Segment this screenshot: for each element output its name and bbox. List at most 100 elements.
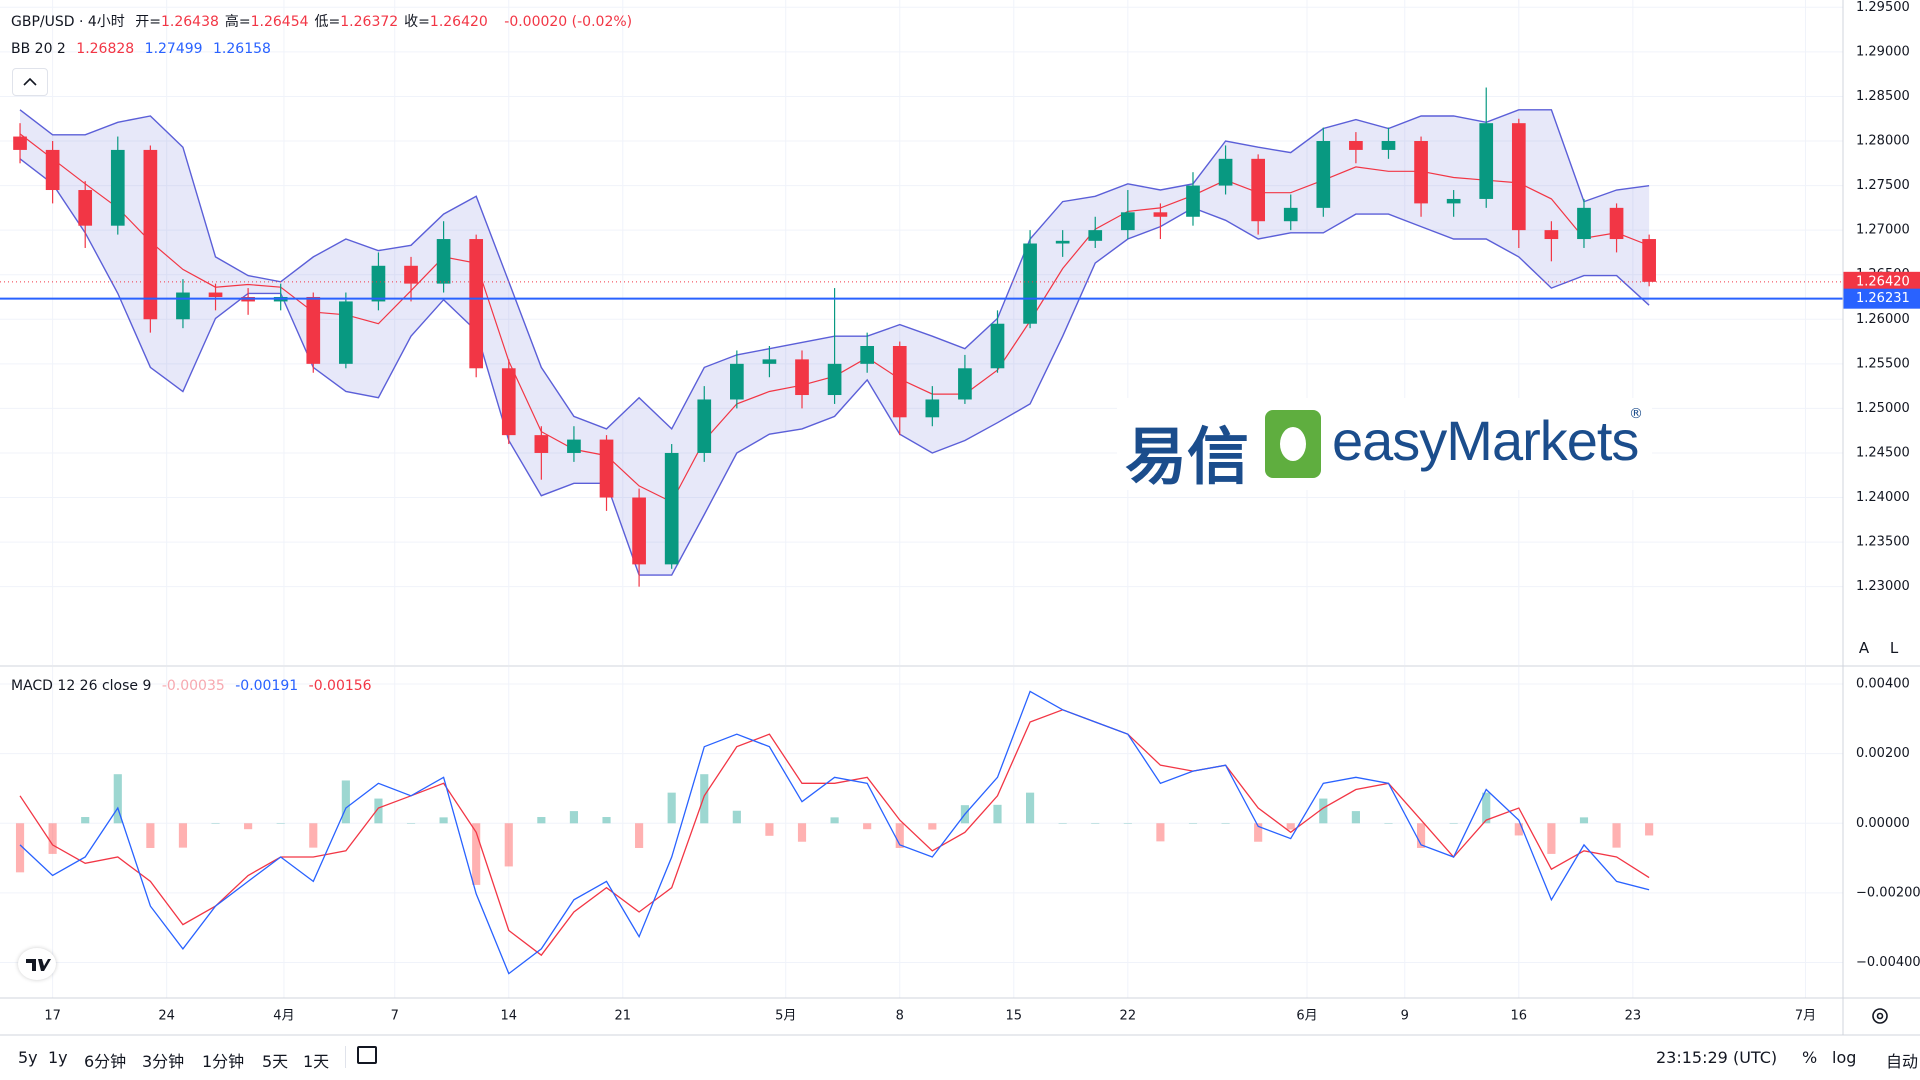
histogram-bar (667, 792, 676, 824)
candle-body (110, 149, 125, 226)
histogram-bar (863, 823, 872, 830)
histogram-bar (374, 798, 383, 824)
histogram-bar (797, 823, 807, 842)
y-tick-label: 1.25500 (1856, 356, 1910, 371)
range-button[interactable]: 6分钟 (84, 1052, 127, 1071)
ohlc-value: 1.26454 (250, 14, 309, 30)
histogram-bar (569, 811, 579, 824)
log-scale-button[interactable]: L (1889, 639, 1899, 657)
macd-legend: MACD 12 26 close 9 -0.00035 -0.00191 -0.… (11, 678, 378, 694)
histogram-bar (1188, 823, 1198, 824)
watermark-en: easyMarkets (1332, 409, 1639, 472)
candle-body (567, 439, 581, 453)
candle-body (1544, 230, 1559, 240)
histogram-bar (178, 823, 188, 848)
histogram-bar (1514, 823, 1523, 836)
range-button[interactable]: 1分钟 (202, 1052, 245, 1071)
hline-box (1843, 288, 1920, 309)
option-button[interactable]: % (1802, 1048, 1818, 1067)
collapse-button[interactable] (12, 68, 48, 96)
y-tick-label: 1.23500 (1856, 535, 1910, 550)
candle-body (1316, 141, 1331, 208)
histogram-bar (48, 823, 57, 854)
histogram-bar (537, 817, 546, 824)
macd-line (19, 690, 1650, 975)
y-tick-label: 1.24000 (1856, 490, 1910, 505)
y-tick-label: 1.23000 (1856, 579, 1910, 594)
candle-body (1023, 243, 1037, 324)
tv-logo[interactable] (18, 948, 56, 980)
marks (0, 87, 1843, 975)
x-tick-label: 7 (391, 1009, 399, 1024)
range-button[interactable]: 1天 (303, 1052, 330, 1071)
range-button[interactable]: 5天 (262, 1052, 289, 1071)
watermark-reg: ® (1629, 406, 1643, 422)
x-tick-label: 23 (1625, 1009, 1642, 1024)
auto-scale-button[interactable]: A (1858, 639, 1870, 657)
candle-body (827, 363, 842, 396)
histogram-bar (1351, 811, 1360, 824)
candle-body (306, 296, 321, 364)
candle-body (795, 359, 809, 396)
candle-body (1218, 158, 1233, 186)
y-tick-label: −0.00400 (1856, 955, 1920, 970)
candle-body (1088, 230, 1103, 241)
y-tick-label: 0.00000 (1856, 816, 1910, 831)
y-tick-label: 0.00200 (1856, 746, 1910, 761)
candle-body (729, 363, 744, 400)
histogram-bar (1058, 823, 1067, 824)
candle-body (1055, 240, 1070, 244)
candle-body (469, 239, 484, 369)
clock: 23:15:29 (UTC) (1656, 1048, 1778, 1067)
y-tick-label: 0.00400 (1856, 677, 1910, 692)
candle-body (45, 149, 60, 191)
candle-body (599, 439, 614, 498)
candle-body (1577, 207, 1591, 240)
histogram-bar (211, 823, 220, 824)
x-tick-label: 17 (44, 1009, 61, 1024)
range-button[interactable]: 5y (18, 1048, 38, 1067)
band-line (19, 158, 1650, 576)
date-range-icon[interactable] (357, 1046, 377, 1064)
hline-label: 1.26231 (1856, 291, 1910, 306)
histogram-bar (1449, 823, 1458, 824)
candle-body (208, 292, 223, 297)
x-tick-label: 14 (500, 1009, 517, 1024)
candle-body (143, 149, 158, 320)
candle-body (1414, 141, 1428, 204)
candle-body (13, 136, 27, 150)
x-tick-label: 16 (1511, 1009, 1528, 1024)
candle-body (664, 452, 679, 565)
x-tick-label: 24 (158, 1009, 175, 1024)
histogram-bar (1026, 792, 1035, 824)
option-button[interactable]: log (1832, 1048, 1857, 1067)
histogram-bar (1482, 792, 1491, 824)
macd-value: -0.00191 (235, 678, 299, 694)
candle-body (925, 399, 940, 418)
x-tick-label: 15 (1006, 1009, 1023, 1024)
bb-value: 1.27499 (144, 41, 203, 57)
x-tick-label: 21 (615, 1009, 632, 1024)
settings-icon[interactable] (1868, 1004, 1892, 1032)
histogram-bar (1091, 823, 1100, 824)
range-button[interactable]: 1y (48, 1048, 68, 1067)
histogram-bar (1384, 823, 1393, 824)
tv-icon (26, 959, 51, 971)
range-button[interactable]: 3分钟 (142, 1052, 185, 1071)
x-tick-label: 4月 (273, 1009, 294, 1024)
last-price-box (1843, 271, 1920, 292)
candle-body (436, 239, 451, 284)
watermark-cn: 易信 (1125, 420, 1250, 493)
candle-body (1153, 212, 1168, 217)
candle-body (1479, 123, 1494, 199)
x-tick-label: 5月 (775, 1009, 796, 1024)
candle-body (860, 346, 875, 364)
bb-label: BB 20 2 (11, 41, 66, 57)
bottom-toolbar: 5y 1y 6分钟 3分钟 1分钟 5天 1天 23:15:29 (UTC)% log 自动 (0, 1036, 1920, 1080)
histogram-bar (504, 823, 513, 867)
candle-body (371, 265, 386, 302)
option-button[interactable]: 自动 (1886, 1052, 1919, 1071)
candle-body (404, 265, 418, 284)
